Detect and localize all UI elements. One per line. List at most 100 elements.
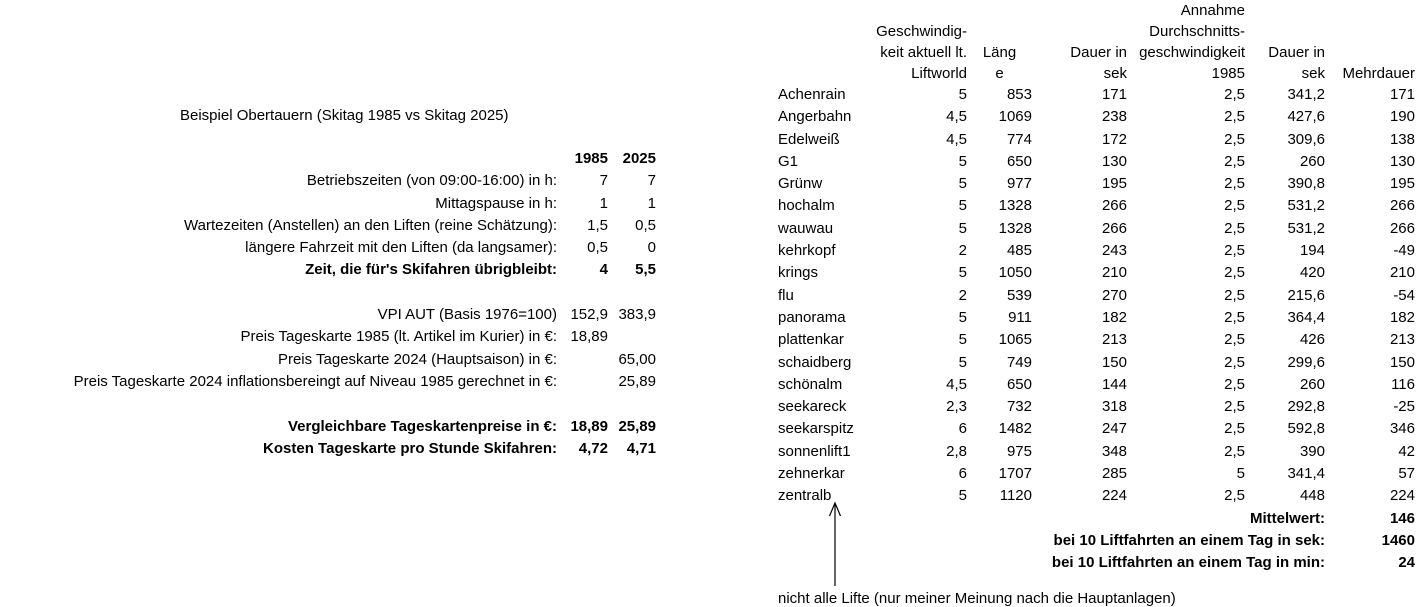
mehrdauer: -54 xyxy=(1393,286,1415,304)
comparison-row: Preis Tageskarte 2024 (Hauptsaison) in €… xyxy=(0,349,656,371)
length-m: 1120 xyxy=(999,487,1032,505)
column-header-line xyxy=(787,0,967,21)
duration-sek-1985: 309,6 xyxy=(1287,130,1325,148)
row-label: Preis Tageskarte 2024 inflationsbereingt… xyxy=(73,372,557,390)
speed-current: 2,8 xyxy=(946,442,967,460)
length-m: 1707 xyxy=(998,465,1032,483)
mehrdauer: 266 xyxy=(1389,219,1415,237)
column-header-line: Durchschnitts- xyxy=(1149,23,1245,40)
lift-row: flu 2 539 270 2,5 215,6 -54 xyxy=(778,285,1415,307)
lift-name: seekarspitz xyxy=(778,420,854,438)
value-2025: 1 xyxy=(647,194,656,212)
comparison-row: Vergleichbare Tageskartenpreise in €: 18,… xyxy=(0,416,656,438)
value-1985: 4 xyxy=(599,261,608,279)
speed-current: 5 xyxy=(958,308,967,326)
duration-sek-1985: 260 xyxy=(1299,152,1325,170)
duration-sek: 238 xyxy=(1101,108,1127,126)
col-header-2025: 2025 xyxy=(622,150,656,167)
duration-sek-1985: 592,8 xyxy=(1287,420,1325,438)
length-m: 749 xyxy=(1006,353,1032,371)
summary-value: 146 xyxy=(1389,509,1415,527)
lift-row: Edelweiß 4,5 774 172 2,5 309,6 138 xyxy=(778,129,1415,151)
speed-current: 5 xyxy=(958,219,967,237)
duration-sek: 150 xyxy=(1101,353,1127,371)
value-1985 xyxy=(560,282,608,304)
lift-row: wauwau 5 1328 266 2,5 531,2 266 xyxy=(778,218,1415,240)
value-2025: 5,5 xyxy=(635,261,656,279)
lift-row: seekareck 2,3 732 318 2,5 292,8 -25 xyxy=(778,396,1415,418)
header-spacer xyxy=(0,148,560,170)
value-2025 xyxy=(608,393,656,415)
comparison-table: 1985 2025 Betriebszeiten (von 09:00-16:0… xyxy=(0,148,656,460)
assumed-speed-1985: 2,5 xyxy=(1224,197,1245,215)
length-m: 774 xyxy=(1006,130,1032,148)
comparison-row: Kosten Tageskarte pro Stunde Skifahren: 4… xyxy=(0,438,656,460)
assumed-speed-1985: 5 xyxy=(1236,465,1245,483)
duration-sek-1985: 364,4 xyxy=(1287,308,1325,326)
duration-sek: 348 xyxy=(1101,442,1127,460)
mehrdauer: 116 xyxy=(1391,375,1415,393)
lift-row: zehnerkar 6 1707 285 5 341,4 57 xyxy=(778,463,1415,485)
assumed-speed-1985: 2,5 xyxy=(1224,375,1245,393)
duration-sek: 318 xyxy=(1101,398,1127,416)
value-2025: 383,9 xyxy=(618,306,656,324)
value-2025: 0,5 xyxy=(635,216,656,234)
assumed-speed-1985: 2,5 xyxy=(1224,175,1245,193)
speed-current: 4,5 xyxy=(946,375,967,393)
lift-row: Grünw 5 977 195 2,5 390,8 195 xyxy=(778,173,1415,195)
duration-sek: 243 xyxy=(1101,242,1127,260)
lift-row: zentralb 5 1120 224 2,5 448 224 xyxy=(778,485,1415,507)
duration-sek: 210 xyxy=(1101,264,1127,282)
speed-current: 5 xyxy=(958,264,967,282)
summary-label: bei 10 Liftfahrten an einem Tag in min: xyxy=(1051,554,1325,572)
column-header-line xyxy=(1275,21,1415,42)
value-1985: 7 xyxy=(599,172,608,190)
mehrdauer: 195 xyxy=(1389,175,1415,193)
value-1985: 1 xyxy=(599,194,608,212)
assumed-speed-1985: 2,5 xyxy=(1224,442,1245,460)
summary-row: Mittelwert: 146 xyxy=(778,508,1415,530)
mehrdauer: 346 xyxy=(1389,420,1415,438)
length-m: 485 xyxy=(1006,242,1032,260)
mehrdauer: 57 xyxy=(1398,465,1415,483)
speed-current: 4,5 xyxy=(946,130,967,148)
duration-sek: 171 xyxy=(1101,86,1127,103)
duration-sek-1985: 390 xyxy=(1299,442,1325,460)
lift-row: plattenkar 5 1065 213 2,5 426 213 xyxy=(778,329,1415,351)
column-header-length: Läng e xyxy=(967,0,1032,84)
value-2025: 25,89 xyxy=(618,372,656,390)
comparison-table-body: Betriebszeiten (von 09:00-16:00) in h: 7 7… xyxy=(0,170,656,460)
duration-sek-1985: 531,2 xyxy=(1287,219,1325,237)
column-header-dauer1: Dauer in sek xyxy=(987,0,1127,84)
row-label: VPI AUT (Basis 1976=100) xyxy=(377,306,557,324)
duration-sek-1985: 448 xyxy=(1299,487,1325,505)
lift-row: hochalm 5 1328 266 2,5 531,2 266 xyxy=(778,195,1415,217)
lift-name: G1 xyxy=(778,152,799,170)
length-m: 1482 xyxy=(998,420,1032,438)
row-label xyxy=(0,393,560,415)
duration-sek-1985: 427,6 xyxy=(1287,108,1325,126)
lift-table-header: Geschwindig-keit aktuell lt. Liftworld Län… xyxy=(778,0,1415,84)
column-header-speed: Geschwindig-keit aktuell lt. Liftworld xyxy=(787,0,967,84)
mehrdauer: 210 xyxy=(1389,264,1415,282)
value-1985 xyxy=(560,349,608,371)
lift-name: Achenrain xyxy=(778,86,846,103)
row-label: Mittagspause in h: xyxy=(435,194,557,212)
comparison-row: längere Fahrzeit mit den Liften (da lang… xyxy=(0,237,656,259)
mehrdauer: 150 xyxy=(1389,353,1415,371)
duration-sek: 224 xyxy=(1101,487,1127,505)
column-header-line: Annahme xyxy=(1180,2,1245,19)
value-2025 xyxy=(608,326,656,348)
duration-sek-1985: 292,8 xyxy=(1287,398,1325,416)
lift-name: zehnerkar xyxy=(778,465,845,483)
speed-current: 5 xyxy=(958,331,967,349)
length-m: 1065 xyxy=(998,331,1032,349)
lift-row: sonnenlift1 2,8 975 348 2,5 390 42 xyxy=(778,441,1415,463)
length-m: 539 xyxy=(1006,286,1032,304)
speed-current: 5 xyxy=(958,86,967,103)
lift-row: seekarspitz 6 1482 247 2,5 592,8 346 xyxy=(778,418,1415,440)
value-1985: 18,89 xyxy=(570,328,608,346)
duration-sek: 172 xyxy=(1101,130,1127,148)
row-label: Preis Tageskarte 2024 (Hauptsaison) in €… xyxy=(277,350,557,368)
length-m: 977 xyxy=(1006,175,1032,193)
